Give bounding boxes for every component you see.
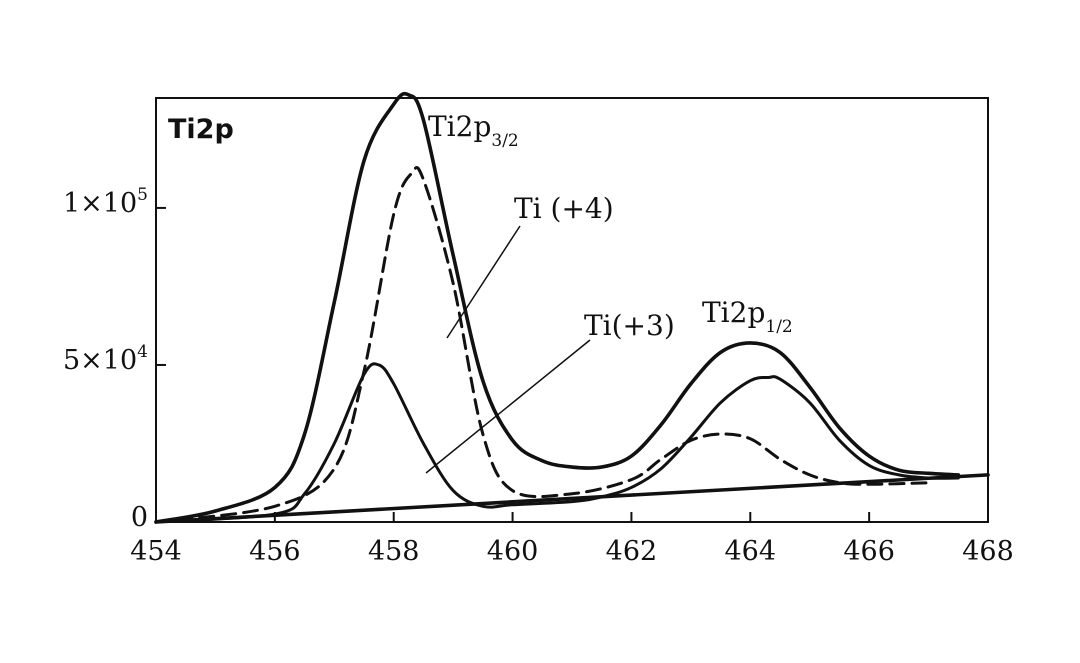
x-tick-label: 458 (368, 536, 420, 567)
y-axis: 0 5×104 1×105 (63, 185, 166, 533)
x-tick-label: 466 (843, 536, 895, 567)
annotation-ti-plus3-leader (425, 339, 591, 474)
x-tick-label: 454 (130, 536, 182, 567)
plot-frame (155, 97, 989, 523)
annotation-ti2p-1-2: Ti2p1/2 (702, 296, 793, 337)
y-tick-label: 0 (131, 502, 148, 533)
annotation-ti-plus3: Ti(+3) (584, 309, 675, 342)
annotation-ti-plus4-leader (446, 225, 521, 339)
x-tick-label: 460 (487, 536, 539, 567)
plot-area (154, 91, 990, 524)
x-tick-label: 464 (725, 536, 777, 567)
annotation-ti-plus4: Ti (+4) (514, 192, 614, 225)
y-tick-label: 5×104 (63, 342, 148, 376)
panel-label: Ti2p (168, 114, 234, 145)
x-tick-label: 468 (962, 536, 1014, 567)
series-baseline (154, 473, 990, 524)
y-tick-label: 1×105 (63, 185, 148, 219)
x-tick-label: 456 (249, 536, 301, 567)
x-axis: 454 456 458 460 462 464 466 468 (130, 512, 1014, 567)
annotation-ti2p-3-2: Ti2p3/2 (428, 110, 519, 151)
series-envelope (154, 91, 961, 524)
series-component-ti4 (154, 165, 931, 524)
x-tick-label: 462 (606, 536, 658, 567)
